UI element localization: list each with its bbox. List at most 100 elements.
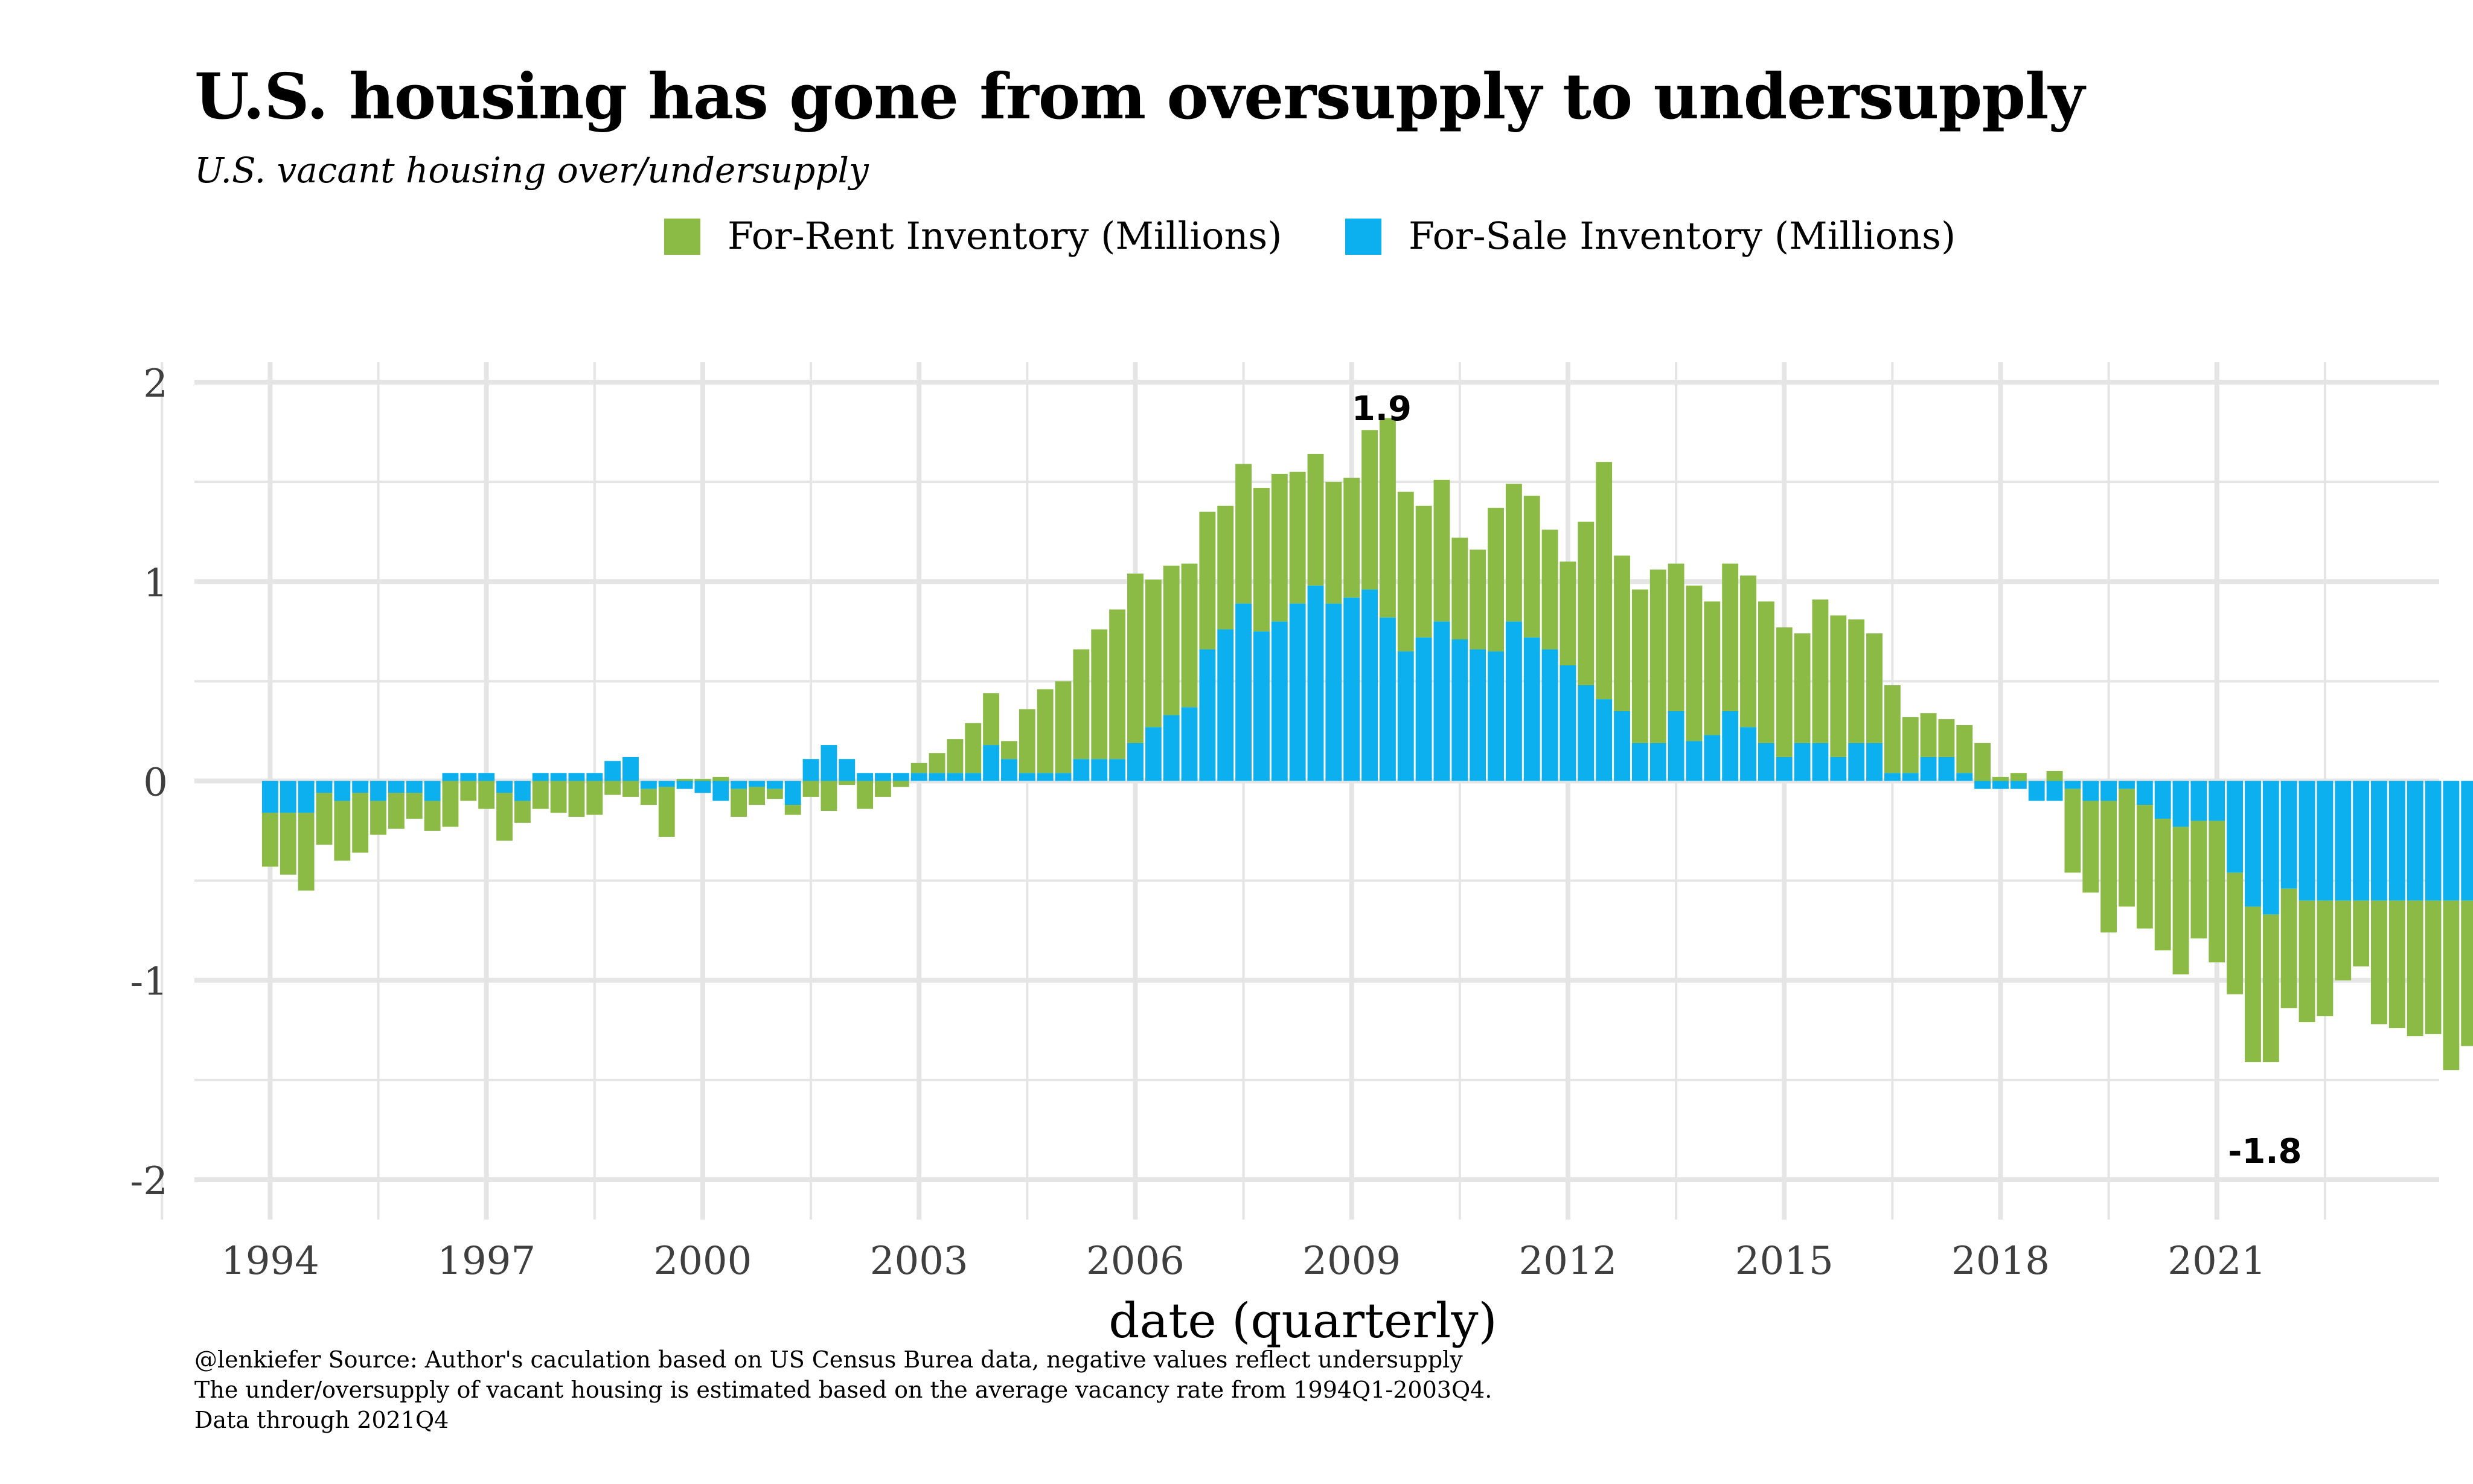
bar-sale bbox=[1415, 637, 1432, 781]
bar-sale bbox=[965, 773, 982, 781]
bar-rent bbox=[2353, 900, 2370, 967]
bar-rent bbox=[1974, 743, 1991, 781]
bar-sale bbox=[1289, 603, 1306, 781]
bar-sale bbox=[2028, 781, 2045, 801]
bar-sale bbox=[1199, 649, 1216, 781]
bar-sale bbox=[1758, 743, 1774, 781]
bar-rent bbox=[1271, 473, 1288, 622]
chart-subtitle: U.S. vacant housing over/undersupply bbox=[194, 150, 869, 191]
bar-sale bbox=[731, 781, 747, 789]
bar-sale bbox=[1488, 651, 1504, 781]
bar-rent bbox=[983, 693, 1000, 746]
bar-sale bbox=[1145, 727, 1162, 781]
bar-rent bbox=[658, 787, 675, 837]
bar-rent bbox=[460, 781, 477, 801]
bar-rent bbox=[2280, 888, 2297, 1008]
bar-rent bbox=[370, 801, 386, 835]
bar-sale bbox=[658, 781, 675, 787]
bars bbox=[261, 418, 2473, 1070]
bar-rent bbox=[568, 781, 585, 817]
bar-rent bbox=[1488, 508, 1504, 651]
bar-rent bbox=[640, 788, 657, 805]
x-tick-label: 2012 bbox=[1519, 1239, 1617, 1284]
bar-rent bbox=[857, 781, 874, 809]
bar-sale bbox=[261, 781, 278, 813]
bar-rent bbox=[2227, 872, 2244, 994]
bar-rent bbox=[1091, 629, 1108, 760]
bar-sale bbox=[1505, 621, 1522, 781]
bar-sale bbox=[316, 781, 333, 793]
bar-sale bbox=[766, 781, 783, 789]
bar-rent bbox=[2407, 900, 2423, 1037]
x-tick-label: 2006 bbox=[1086, 1239, 1185, 1284]
bar-sale bbox=[460, 773, 477, 781]
bar-rent bbox=[910, 763, 927, 773]
bar-rent bbox=[1523, 496, 1540, 638]
x-tick-label: 2009 bbox=[1302, 1239, 1401, 1284]
bar-sale bbox=[1614, 711, 1630, 781]
bar-sale bbox=[1686, 741, 1703, 781]
bar-rent bbox=[1614, 555, 1630, 711]
bar-rent bbox=[2425, 900, 2442, 1034]
bar-rent bbox=[1722, 563, 1739, 711]
bar-rent bbox=[1073, 649, 1090, 760]
bar-rent bbox=[2443, 900, 2460, 1070]
bar-rent bbox=[550, 781, 567, 813]
bar-sale bbox=[839, 759, 856, 781]
bar-rent bbox=[604, 781, 621, 795]
bar-rent bbox=[694, 779, 711, 781]
bar-sale bbox=[1649, 743, 1666, 781]
bar-sale bbox=[568, 773, 585, 781]
bar-rent bbox=[1145, 579, 1162, 728]
bar-sale bbox=[2209, 781, 2225, 821]
bar-sale bbox=[2190, 781, 2207, 821]
bar-sale bbox=[496, 781, 513, 793]
bar-sale bbox=[821, 745, 837, 781]
bar-sale bbox=[334, 781, 351, 801]
bar-sale bbox=[1541, 649, 1558, 781]
bar-sale bbox=[2100, 781, 2117, 801]
bar-sale bbox=[910, 773, 927, 781]
bar-sale bbox=[1361, 589, 1378, 781]
bar-rent bbox=[1866, 633, 1883, 743]
bar-rent bbox=[749, 787, 765, 805]
bar-sale bbox=[2299, 781, 2315, 901]
bar-sale bbox=[1343, 597, 1360, 781]
bar-sale bbox=[298, 781, 315, 813]
bar-sale bbox=[514, 781, 531, 801]
legend-swatch-sale bbox=[1345, 219, 1381, 255]
bar-rent bbox=[1830, 615, 1847, 757]
annotation-label: 1.9 bbox=[1352, 389, 1412, 429]
bar-rent bbox=[478, 781, 495, 809]
bar-sale bbox=[1451, 639, 1468, 781]
bar-sale bbox=[1596, 699, 1613, 781]
bar-rent bbox=[622, 781, 639, 797]
bar-sale bbox=[1631, 743, 1648, 781]
bar-sale bbox=[1812, 743, 1829, 781]
bar-rent bbox=[1596, 462, 1613, 700]
bar-sale bbox=[1019, 773, 1035, 781]
bar-sale bbox=[2119, 781, 2135, 789]
bar-sale bbox=[1001, 759, 1017, 781]
y-tick-label: 0 bbox=[143, 760, 168, 805]
bar-rent bbox=[1505, 484, 1522, 622]
bar-rent bbox=[947, 739, 964, 773]
bar-rent bbox=[1019, 709, 1035, 773]
bar-sale bbox=[1560, 665, 1576, 781]
bar-rent bbox=[1235, 464, 1252, 604]
bar-rent bbox=[2299, 900, 2315, 1023]
bar-rent bbox=[1740, 575, 1756, 728]
bar-sale bbox=[442, 773, 459, 781]
bar-rent bbox=[1379, 418, 1396, 618]
bar-sale bbox=[1217, 629, 1234, 781]
bar-sale bbox=[1668, 711, 1684, 781]
bar-sale bbox=[1884, 773, 1901, 781]
bar-rent bbox=[1037, 689, 1054, 773]
bar-sale bbox=[532, 773, 549, 781]
bar-rent bbox=[1163, 565, 1180, 715]
bar-sale bbox=[1433, 621, 1450, 781]
bar-sale bbox=[1470, 649, 1486, 781]
bar-sale bbox=[1073, 759, 1090, 781]
bar-sale bbox=[280, 781, 296, 813]
